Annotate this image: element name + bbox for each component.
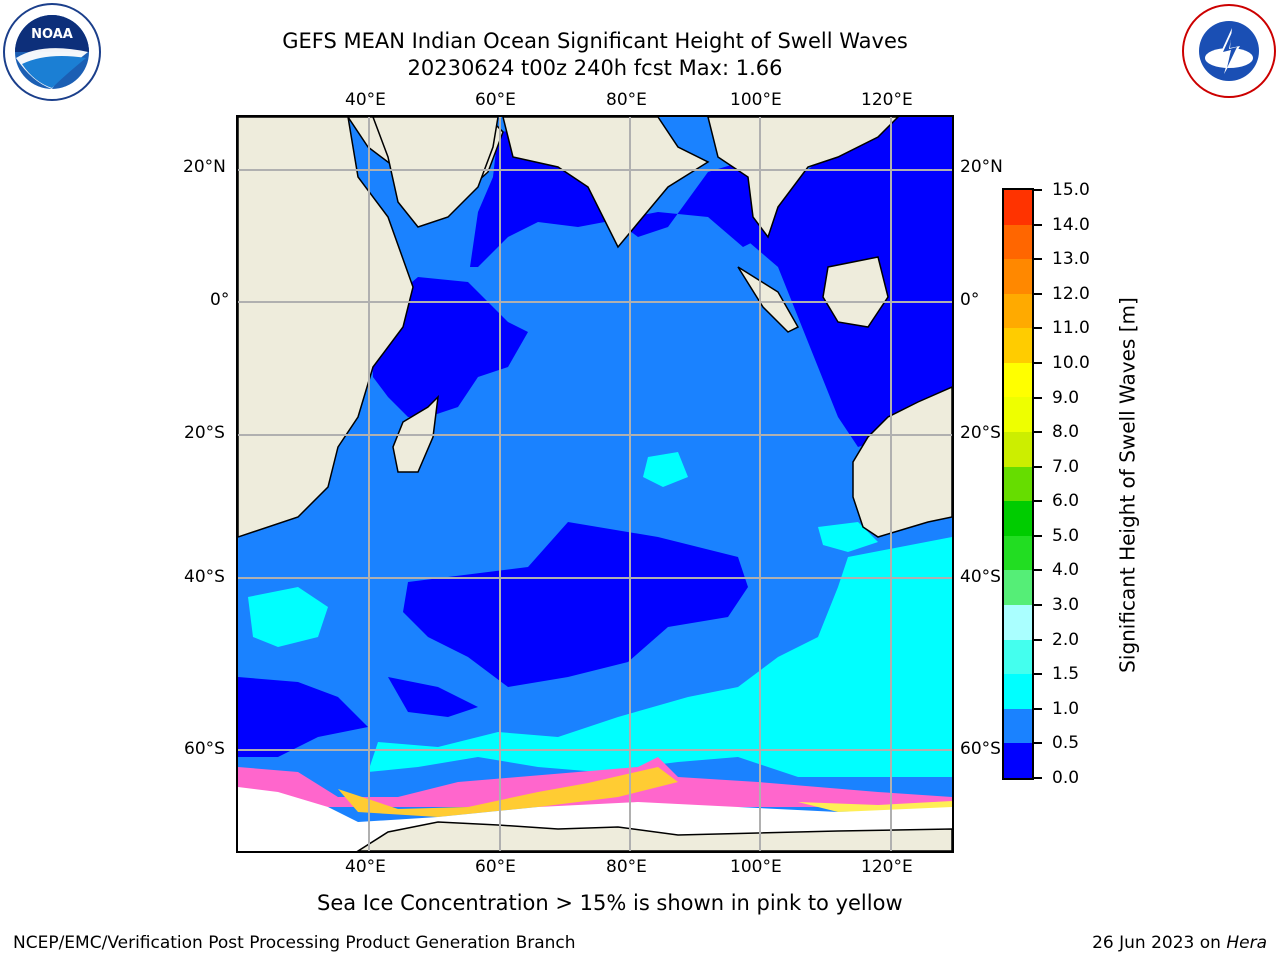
colorbar-tick-label: 14.0 [1052,214,1090,235]
sea-ice-note: Sea Ice Concentration > 15% is shown in … [317,891,903,915]
lon-label-bottom: 120°E [861,857,913,877]
colorbar-tick-mark [1034,604,1042,607]
graticule [238,117,952,851]
australia-landmass [852,386,952,538]
lon-label-top: 40°E [345,90,386,110]
colorbar-tick-mark [1034,638,1042,641]
colorbar-segment [1004,708,1032,744]
lat-label-right: 60°S [960,739,1001,759]
colorbar-tick-mark [1034,189,1042,191]
colorbar-tick-mark [1034,742,1042,745]
map-panel [236,115,954,853]
lat-label-right: 20°N [960,157,1003,177]
lon-label-bottom: 60°E [475,857,516,877]
colorbar-tick-mark [1034,292,1042,295]
lat-label-right: 0° [960,290,980,310]
colorbar-tick-mark [1034,534,1042,537]
colorbar-tick-label: 12.0 [1052,283,1090,304]
colorbar-tick-mark [1034,223,1042,226]
colorbar-label: Significant Height of Swell Waves [m] [1115,297,1140,673]
colorbar-segment [1004,362,1032,398]
colorbar-segment [1004,501,1032,536]
antarctica-land [356,821,952,851]
colorbar-tick-label: 13.0 [1052,249,1090,270]
noaa-logo: NOAA [2,2,102,102]
colorbar-tick-label: 4.0 [1052,560,1080,581]
credit-left: NCEP/EMC/Verification Post Processing Pr… [13,933,576,953]
colorbar-tick-mark [1034,396,1042,399]
chart-title: GEFS MEAN Indian Ocean Significant Heigh… [282,29,908,53]
colorbar-segment [1004,328,1032,363]
colorbar-tick-label: 8.0 [1052,422,1080,443]
lon-label-bottom: 40°E [345,857,386,877]
lon-label-bottom: 80°E [606,857,647,877]
colorbar-tick-label: 3.0 [1052,595,1080,616]
colorbar-tick-label: 9.0 [1052,387,1080,408]
colorbar-segment [1004,674,1032,709]
colorbar-tick-label: 6.0 [1052,491,1080,512]
lat-label-left: 40°S [184,567,225,587]
colorbar-tick-label: 7.0 [1052,456,1080,477]
lon-label-top: 60°E [475,90,516,110]
colorbar-tick-mark [1034,361,1042,364]
colorbar-tick-label: 2.0 [1052,629,1080,650]
colorbar-tick-label: 15.0 [1052,180,1090,200]
colorbar-segment [1004,743,1032,778]
credit-right: 26 Jun 2023 on Hera [1092,933,1267,953]
colorbar-tick-label: 11.0 [1052,318,1090,339]
colorbar-segment [1004,189,1032,225]
colorbar-tick-mark [1034,673,1042,676]
colorbar-tick-mark [1034,431,1042,434]
swell-height-map [238,117,952,851]
sumatra-landmass [737,266,800,333]
colorbar-tick-mark [1034,777,1042,779]
borneo-landmass [822,256,889,328]
lon-label-top: 80°E [606,90,647,110]
lon-label-top: 100°E [730,90,782,110]
moderate-swell-regions [248,452,952,777]
colorbar-tick-mark [1034,465,1042,468]
svg-text:NOAA: NOAA [31,27,73,42]
lon-label-top: 120°E [861,90,913,110]
lat-label-left: 0° [210,290,230,310]
credit-date: 26 Jun 2023 on [1092,933,1221,953]
colorbar-segment [1004,293,1032,329]
colorbar-tick-label: 0.5 [1052,733,1080,754]
colorbar-segment [1004,259,1032,294]
india-landmass [502,117,710,249]
colorbar-tick-label: 5.0 [1052,525,1080,546]
lat-label-left: 60°S [184,739,225,759]
colorbar-segment [1004,639,1032,675]
lat-label-right: 20°S [960,423,1001,443]
colorbar-tick-label: 10.0 [1052,352,1090,373]
lat-label-left: 20°S [184,423,225,443]
sea-ice-band [238,757,952,817]
chart-subtitle: 20230624 t00z 240h fcst Max: 1.66 [407,56,783,80]
colorbar-segment [1004,535,1032,571]
colorbar-segment [1004,466,1032,502]
lat-label-left: 20°N [183,157,226,177]
colorbar-tick-label: 1.5 [1052,664,1080,685]
credit-host: Hera [1226,933,1267,953]
lon-label-bottom: 100°E [730,857,782,877]
colorbar-segment [1004,605,1032,640]
colorbar-tick-mark [1034,500,1042,503]
colorbar-segment [1004,397,1032,433]
colorbar [1002,188,1034,780]
colorbar-tick-label: 0.0 [1052,768,1080,788]
colorbar-tick-mark [1034,569,1042,572]
colorbar-tick-mark [1034,327,1042,330]
colorbar-tick-label: 1.0 [1052,698,1080,719]
colorbar-tick-mark [1034,258,1042,261]
colorbar-tick-mark [1034,707,1042,710]
colorbar-segment [1004,224,1032,260]
colorbar-segment [1004,432,1032,467]
nws-logo [1180,2,1278,100]
lat-label-right: 40°S [960,567,1001,587]
colorbar-segment [1004,570,1032,606]
arabia-landmass [372,117,499,228]
